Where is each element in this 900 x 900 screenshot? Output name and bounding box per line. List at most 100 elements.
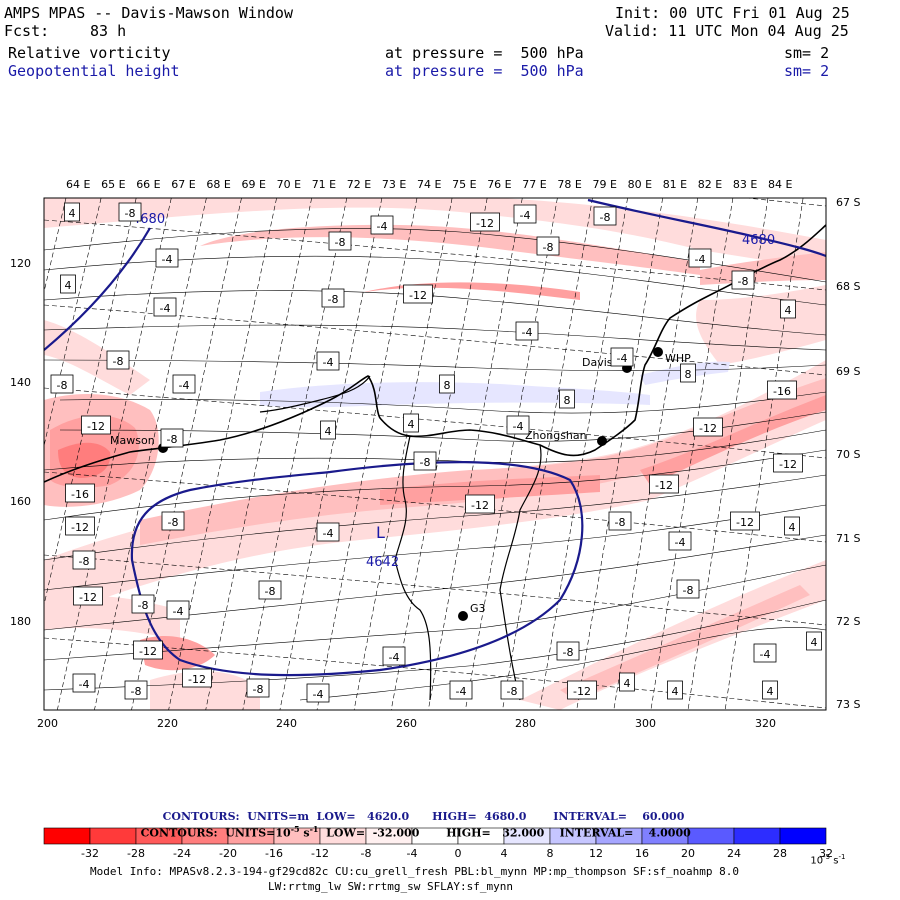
vorticity-label: -8	[321, 288, 345, 308]
field1-level: at pressure = 500 hPa	[385, 44, 584, 62]
height-contours	[44, 198, 826, 677]
x-tick: 220	[157, 717, 178, 730]
colorbar-unit-s: s	[830, 855, 839, 867]
latitude-label: 73 S	[836, 698, 860, 711]
vorticity-label: -12	[403, 284, 433, 304]
longitude-label: 73 E	[382, 178, 406, 191]
vorticity-label: -8	[258, 580, 282, 600]
colorbar-unit-exp2: -1	[838, 853, 846, 861]
colorbar-label: -16	[265, 847, 283, 860]
vorticity-label: -4	[155, 248, 179, 268]
svg-text:8: 8	[444, 379, 451, 392]
longitude-label: 70 E	[277, 178, 301, 191]
station-labels: Davis WHP Mawson Zhongshan G3	[110, 352, 691, 615]
plot-frame	[43, 197, 827, 711]
ice-shelf-edge	[259, 375, 371, 413]
longitude-label: 66 E	[136, 178, 160, 191]
vorticity-label: -4	[668, 531, 692, 551]
x-tick: 200	[37, 717, 58, 730]
longitude-label: 72 E	[347, 178, 371, 191]
vorticity-label: 4	[784, 516, 800, 536]
svg-text:-8: -8	[131, 685, 142, 698]
vorticity-label: -12	[730, 511, 760, 531]
svg-text:4: 4	[767, 685, 774, 698]
vorticity-label: -8	[676, 579, 700, 599]
svg-text:-12: -12	[655, 479, 673, 492]
x-tick: 280	[515, 717, 536, 730]
svg-text:-8: -8	[113, 355, 124, 368]
vorticity-label: -8	[118, 202, 142, 222]
colorbar-label: 32	[819, 847, 833, 860]
vorticity-label: -8	[50, 374, 74, 394]
svg-text:4: 4	[65, 279, 72, 292]
vorticity-label: -8	[246, 678, 270, 698]
colorbar-swatch	[779, 827, 827, 845]
svg-text:-12: -12	[779, 458, 797, 471]
longitude-label: 80 E	[628, 178, 652, 191]
longitude-label: 79 E	[593, 178, 617, 191]
svg-text:-12: -12	[699, 422, 717, 435]
x-tick: 260	[396, 717, 417, 730]
y-tick: 180	[10, 615, 31, 628]
vorticity-label: -12	[567, 680, 597, 700]
svg-text:8: 8	[564, 394, 571, 407]
longitude-label: 64 E	[66, 178, 90, 191]
svg-text:-4: -4	[617, 352, 628, 365]
svg-text:-8: -8	[600, 211, 611, 224]
vorticity-contour-labels: 4 -8 -4 -12 -4 -8 -8 -8 -4 4 -8 -12 -4 -8 4 -4 -4 -4 -8 -4 8…	[50, 202, 822, 703]
svg-text:-16: -16	[773, 385, 791, 398]
vorticity-label: -4	[172, 374, 196, 394]
svg-text:-12: -12	[87, 420, 105, 433]
svg-text:-12: -12	[188, 673, 206, 686]
longitude-label: 83 E	[733, 178, 757, 191]
svg-text:-4: -4	[323, 356, 334, 369]
vorticity-units-exp2: -1	[309, 824, 319, 834]
svg-text:-8: -8	[738, 275, 749, 288]
svg-text:4: 4	[811, 636, 818, 649]
vorticity-contour-interval: INTERVAL= 4.0000	[559, 826, 691, 840]
colorbar-unit: 10-5 s-1	[804, 842, 845, 866]
svg-text:-8: -8	[167, 433, 178, 446]
svg-text:-8: -8	[615, 516, 626, 529]
vorticity-label: -4	[515, 321, 539, 341]
x-tick: 240	[276, 717, 297, 730]
svg-text:-16: -16	[71, 488, 89, 501]
svg-text:-4: -4	[313, 688, 324, 701]
coastline	[44, 224, 826, 483]
colorbar-swatch	[733, 827, 781, 845]
longitude-label: 75 E	[452, 178, 476, 191]
vorticity-label: -16	[767, 380, 797, 400]
svg-text:-4: -4	[456, 685, 467, 698]
vorticity-label: -8	[160, 428, 184, 448]
forecast-label: Fcst:	[4, 22, 50, 40]
colorbar-label: -32	[81, 847, 99, 860]
x-axis-labels: 200 220 240 260 280 300 320	[37, 717, 776, 730]
svg-text:-4: -4	[79, 678, 90, 691]
latitude-label: 72 S	[836, 615, 860, 628]
station-dot-icon	[458, 611, 468, 621]
svg-text:-8: -8	[253, 683, 264, 696]
svg-text:-4: -4	[377, 220, 388, 233]
vorticity-label: -12	[65, 516, 95, 536]
vorticity-label: -4	[306, 683, 330, 703]
model-info-line1: Model Info: MPASv8.2.3-194-gf29cd82c CU:…	[90, 865, 740, 878]
svg-text:-12: -12	[736, 516, 754, 529]
vorticity-label: 4	[60, 274, 76, 294]
height-contour-high: HIGH= 4680.0	[432, 810, 527, 823]
svg-text:-12: -12	[139, 645, 157, 658]
colorbar-swatch	[687, 827, 735, 845]
vorticity-label: 4	[403, 413, 419, 433]
height-contour-interval: INTERVAL= 60.000	[553, 810, 685, 823]
longitude-label: 74 E	[417, 178, 441, 191]
station-g3: G3	[470, 602, 486, 615]
colorbar	[43, 827, 827, 845]
colorbar-label: 20	[681, 847, 695, 860]
colorbar-label: -12	[311, 847, 329, 860]
vorticity-label: -8	[124, 680, 148, 700]
svg-text:-4: -4	[389, 651, 400, 664]
vorticity-label: -4	[688, 248, 712, 268]
vorticity-units-s: s	[299, 826, 310, 840]
vorticity-label: 4	[780, 299, 796, 319]
vorticity-units-exp: -5	[290, 824, 300, 834]
